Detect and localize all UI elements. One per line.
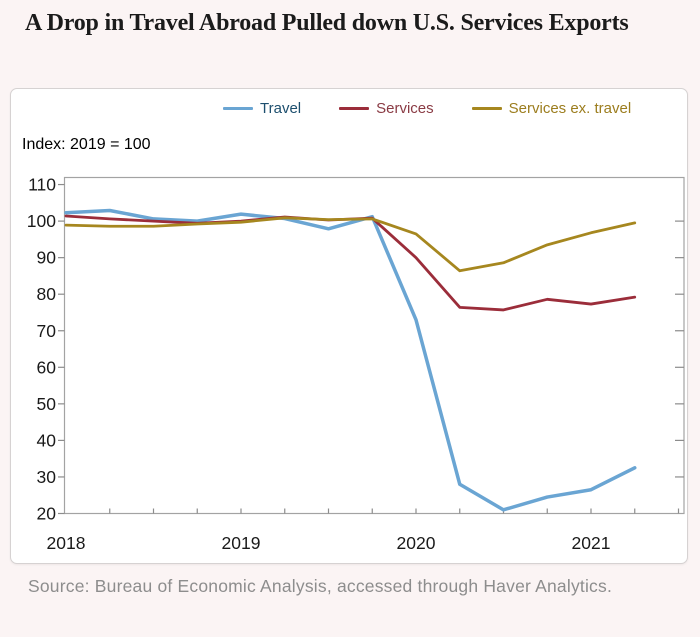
svg-text:2019: 2019 — [222, 533, 261, 553]
svg-text:40: 40 — [37, 430, 57, 450]
legend-item-travel: Travel — [223, 100, 301, 117]
legend-item-services-ex-travel: Services ex. travel — [471, 100, 632, 117]
legend-label: Travel — [260, 100, 302, 117]
svg-text:30: 30 — [37, 467, 57, 487]
svg-text:80: 80 — [37, 284, 57, 304]
svg-text:2018: 2018 — [47, 533, 86, 553]
svg-text:2020: 2020 — [397, 533, 436, 553]
services-line-swatch — [339, 107, 370, 110]
svg-text:50: 50 — [37, 394, 57, 414]
services-ex-travel-line-swatch — [471, 107, 502, 110]
svg-text:60: 60 — [37, 357, 57, 377]
chart-card: Travel Services Services ex. travel Inde… — [10, 88, 688, 564]
travel-line-swatch — [223, 107, 253, 110]
legend-label: Services — [376, 100, 434, 117]
svg-text:70: 70 — [37, 321, 57, 341]
legend-label: Services ex. travel — [508, 100, 632, 117]
svg-text:20: 20 — [37, 504, 57, 524]
index-note: Index: 2019 = 100 — [22, 136, 151, 153]
source-note: Source: Bureau of Economic Analysis, acc… — [28, 576, 613, 596]
svg-text:100: 100 — [27, 211, 56, 231]
legend-item-services: Services — [339, 100, 434, 117]
svg-text:2021: 2021 — [572, 533, 611, 553]
svg-text:110: 110 — [28, 175, 56, 195]
chart-title: A Drop in Travel Abroad Pulled down U.S.… — [25, 10, 629, 36]
svg-text:90: 90 — [37, 248, 57, 268]
line-chart: 20 30 40 50 60 70 80 90 100 110 2018 2019 2020 2021 — [27, 175, 685, 553]
chart-legend: Travel Services Services ex. travel — [223, 100, 631, 117]
